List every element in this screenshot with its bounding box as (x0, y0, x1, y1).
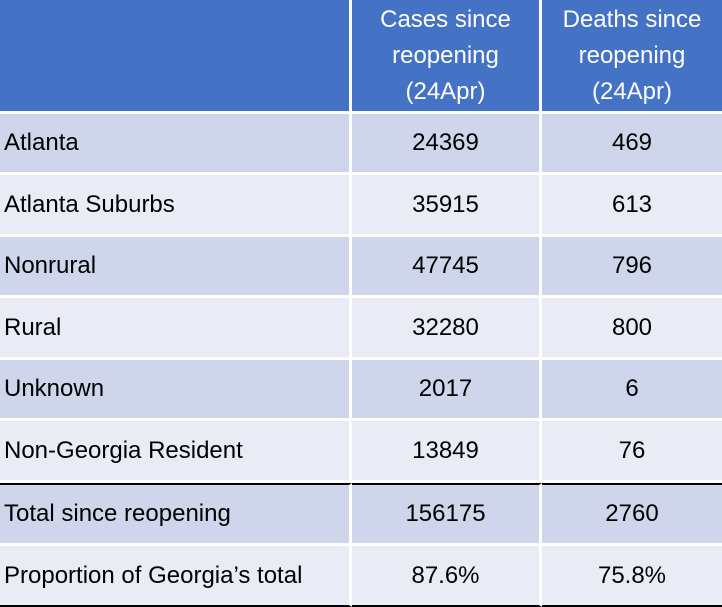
proportion-row: Proportion of Georgia’s total 87.6% 75.8… (0, 546, 722, 607)
row-deaths: 76 (542, 421, 722, 483)
row-label: Atlanta Suburbs (0, 175, 352, 237)
row-deaths: 6 (542, 359, 722, 422)
header-cases: Cases since reopening (24Apr) (352, 0, 542, 114)
proportion-label: Proportion of Georgia’s total (0, 546, 352, 607)
header-row: Cases since reopening (24Apr) Deaths sin… (0, 0, 722, 114)
table-row: Atlanta Suburbs 35915 613 (0, 175, 722, 237)
total-cases: 156175 (352, 482, 542, 547)
header-blank-cell (0, 0, 352, 114)
total-row: Total since reopening 156175 2760 (0, 482, 722, 547)
row-label: Non-Georgia Resident (0, 421, 352, 483)
row-deaths: 613 (542, 175, 722, 237)
row-cases: 35915 (352, 175, 542, 237)
table-row: Nonrural 47745 796 (0, 236, 722, 299)
row-label: Rural (0, 298, 352, 360)
row-deaths: 796 (542, 236, 722, 299)
total-deaths: 2760 (542, 482, 722, 547)
table-row: Rural 32280 800 (0, 298, 722, 360)
row-label: Atlanta (0, 113, 352, 176)
table-row: Atlanta 24369 469 (0, 113, 722, 176)
total-label: Total since reopening (0, 482, 352, 547)
header-deaths-label: Deaths since reopening (24Apr) (562, 6, 702, 106)
proportion-cases: 87.6% (352, 546, 542, 607)
row-deaths: 800 (542, 298, 722, 360)
header-deaths: Deaths since reopening (24Apr) (542, 0, 722, 114)
table-row: Non-Georgia Resident 13849 76 (0, 421, 722, 483)
row-cases: 32280 (352, 298, 542, 360)
row-label: Unknown (0, 359, 352, 422)
row-cases: 13849 (352, 421, 542, 483)
row-label: Nonrural (0, 236, 352, 299)
row-cases: 24369 (352, 113, 542, 176)
row-cases: 47745 (352, 236, 542, 299)
table-row: Unknown 2017 6 (0, 359, 722, 422)
proportion-deaths: 75.8% (542, 546, 722, 607)
header-cases-label: Cases since reopening (24Apr) (380, 6, 511, 106)
row-cases: 2017 (352, 359, 542, 422)
row-deaths: 469 (542, 113, 722, 176)
